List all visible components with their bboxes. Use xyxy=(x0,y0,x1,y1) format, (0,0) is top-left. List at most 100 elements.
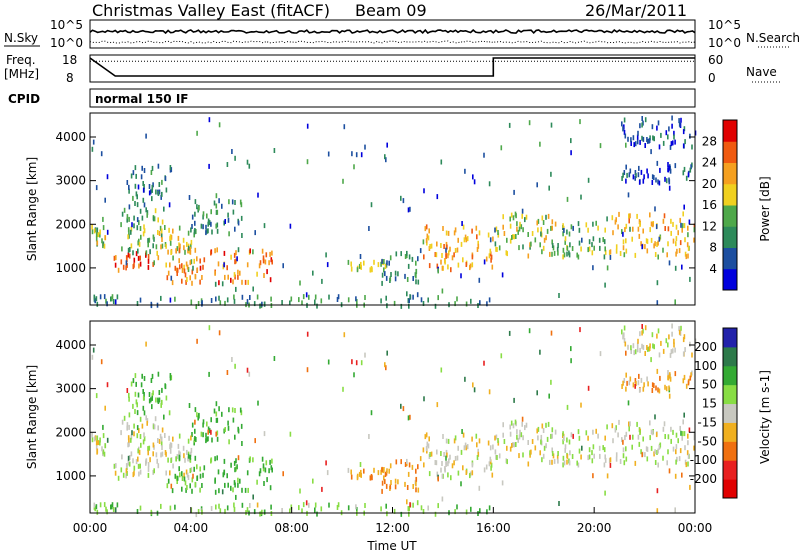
velocity-cell xyxy=(464,442,467,448)
velocity-cell xyxy=(657,387,659,393)
power-cell xyxy=(682,170,685,176)
velocity-cell xyxy=(681,431,684,437)
power-cell xyxy=(145,207,147,213)
power-cell xyxy=(646,138,649,144)
velocity-cell xyxy=(165,470,167,476)
velocity-cell xyxy=(150,378,153,383)
power-cell xyxy=(625,164,627,170)
velocity-cell xyxy=(680,325,682,331)
power-cell xyxy=(143,184,145,189)
power-cell xyxy=(568,252,571,258)
velocity-cell xyxy=(450,475,452,481)
power-cell xyxy=(632,135,635,141)
velocity-cell xyxy=(185,487,187,493)
power-cell xyxy=(681,223,684,229)
power-cell xyxy=(183,245,185,251)
beam-label: Beam 09 xyxy=(355,1,427,20)
power-cell xyxy=(256,271,258,277)
power-cell xyxy=(551,219,554,225)
power-cell xyxy=(478,277,481,283)
velocity-cell xyxy=(592,473,594,479)
velocity-cell xyxy=(577,462,580,468)
velocity-cell xyxy=(151,404,153,410)
velocity-cell xyxy=(215,431,217,437)
power-cell xyxy=(193,232,195,238)
power-cell xyxy=(231,199,234,205)
velocity-cell xyxy=(152,451,154,457)
power-cell xyxy=(240,202,243,208)
power-cell xyxy=(106,174,109,180)
power-cell xyxy=(687,253,689,259)
velocity-cell xyxy=(193,466,195,472)
velocity-cell xyxy=(621,329,623,335)
velocity-cell xyxy=(150,509,153,515)
velocity-cell xyxy=(641,343,643,349)
power-cell xyxy=(670,218,672,224)
velocity-cell xyxy=(141,423,144,429)
power-cell xyxy=(350,261,352,267)
velocity-cell xyxy=(128,441,130,447)
power-cell xyxy=(314,294,317,300)
power-cell xyxy=(674,139,676,145)
velocity-cell xyxy=(147,462,150,467)
velocity-cell xyxy=(373,467,375,473)
velocity-cell xyxy=(146,418,149,424)
power-cell xyxy=(604,249,607,255)
power-cell xyxy=(440,259,442,265)
power-cell xyxy=(163,206,165,212)
velocity-cell xyxy=(551,447,553,453)
power-cell xyxy=(308,294,310,300)
velocity-colorbar-label: Velocity [m s-1] xyxy=(758,370,772,464)
power-cell xyxy=(443,244,445,249)
power-cell xyxy=(282,263,284,269)
power-cell xyxy=(554,221,557,227)
power-cell xyxy=(186,241,188,247)
power-cell xyxy=(201,275,203,280)
velocity-cell xyxy=(187,475,190,480)
velocity-cell xyxy=(634,349,637,355)
velocity-cell xyxy=(301,508,303,514)
power-cell xyxy=(510,212,513,218)
velocity-cell xyxy=(355,504,357,510)
power-cell xyxy=(639,139,641,145)
power-cell xyxy=(527,232,529,237)
velocity-cell xyxy=(105,506,107,512)
power-cell xyxy=(587,247,589,253)
velocity-cell xyxy=(256,502,259,508)
power-cell xyxy=(125,260,128,266)
velocity-cell xyxy=(415,481,417,487)
velocity-cell xyxy=(189,483,191,489)
power-cell xyxy=(111,294,114,300)
colorbar-tick-label: -50 xyxy=(697,434,717,448)
power-cell xyxy=(143,168,146,173)
power-cell xyxy=(549,251,551,257)
power-cell xyxy=(479,300,481,306)
power-cell xyxy=(207,228,209,234)
power-cell xyxy=(358,263,361,269)
power-cell xyxy=(435,252,438,258)
velocity-cell xyxy=(465,470,468,475)
power-cell xyxy=(148,190,151,196)
velocity-cell xyxy=(570,358,572,364)
power-cell xyxy=(135,173,137,179)
power-cell xyxy=(407,298,410,304)
velocity-cell xyxy=(224,508,226,514)
power-cell xyxy=(642,136,645,142)
power-cell xyxy=(472,174,474,180)
power-cell xyxy=(404,254,407,259)
velocity-cell xyxy=(135,459,138,465)
power-cell xyxy=(449,246,451,252)
power-cell xyxy=(386,142,388,148)
velocity-cell xyxy=(636,342,639,348)
velocity-cell xyxy=(234,467,236,473)
power-cell xyxy=(623,117,626,123)
power-cell xyxy=(176,267,179,273)
velocity-cell xyxy=(314,507,316,513)
velocity-cell xyxy=(662,455,664,461)
velocity-cell xyxy=(420,505,423,511)
velocity-cell xyxy=(522,435,524,441)
power-cell xyxy=(155,244,158,250)
velocity-cell xyxy=(426,441,429,447)
velocity-cell xyxy=(216,417,219,423)
power-cell xyxy=(635,173,637,179)
